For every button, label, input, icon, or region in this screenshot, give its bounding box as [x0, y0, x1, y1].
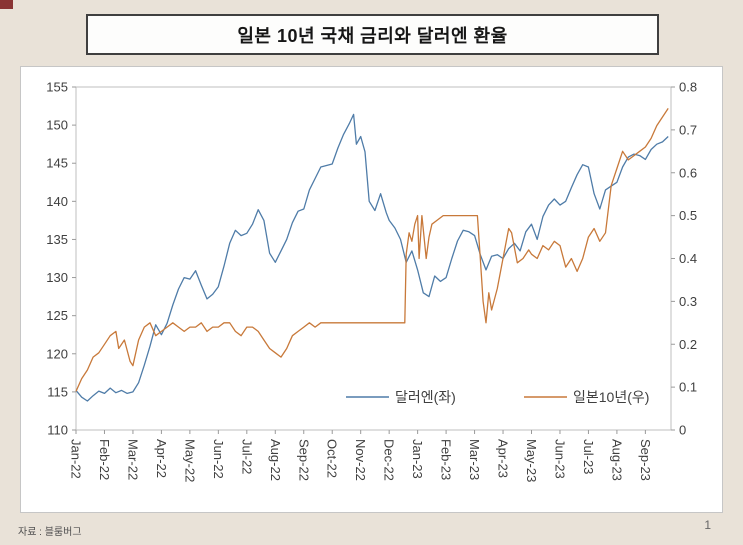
y-axis-right-tick-label: 0.3: [679, 294, 697, 309]
y-axis-left-tick-label: 140: [46, 194, 68, 209]
x-axis-tick-label: Aug-23: [609, 439, 624, 481]
x-axis-tick-label: May-23: [524, 439, 539, 482]
x-axis-tick-label: Mar-23: [467, 439, 482, 480]
y-axis-left-tick-label: 130: [46, 270, 68, 285]
chart-title-box: 일본 10년 국채 금리와 달러엔 환율: [86, 14, 659, 55]
y-axis-left-tick-label: 120: [46, 346, 68, 361]
chart-panel: 110 115 120 125 130 135 140 145 150 155 0 0.1 0.2 0.3…: [20, 66, 723, 513]
line-chart: 110 115 120 125 130 135 140 145 150 155 0 0.1 0.2 0.3…: [46, 80, 697, 483]
y-axis-right-tick-label: 0.1: [679, 380, 697, 395]
x-axis-tick-label: Jan-22: [69, 439, 84, 479]
x-axis-tick-label: Dec-22: [382, 439, 397, 481]
y-axis-left-tick-label: 150: [46, 118, 68, 133]
x-axis-tick-label: Jun-22: [211, 439, 226, 479]
legend-label-usdjpy: 달러엔(좌): [395, 389, 456, 405]
x-axis-tick-label: Sep-22: [296, 439, 311, 481]
x-axis-tick-label: Jun-23: [552, 439, 567, 479]
x-axis-tick-label: Apr-22: [154, 439, 169, 478]
x-axis-tick-label: Aug-22: [268, 439, 283, 481]
y-axis-left-tick-label: 115: [47, 384, 68, 399]
x-axis-tick-label: Feb-22: [97, 439, 112, 480]
y-axis-right-tick-label: 0.5: [679, 208, 697, 223]
series-line-jgb10y: [75, 108, 669, 392]
y-axis-left-tick-label: 145: [46, 156, 68, 171]
source-text: 자료 : 블룸버그: [18, 527, 82, 538]
y-axis-left-tick-label: 110: [47, 423, 68, 438]
corner-mark: [0, 0, 13, 9]
x-axis-tick-label: Jul-23: [581, 439, 596, 474]
x-axis-tick-label: Jan-23: [410, 439, 425, 479]
plot-area-border: [75, 86, 672, 431]
x-axis-tick-label: May-22: [182, 439, 197, 482]
page-number: 1: [704, 518, 711, 532]
y-axis-right-tick-label: 0.7: [679, 122, 697, 137]
y-axis-right-tick-label: 0: [679, 423, 686, 438]
y-axis-left-tick-label: 135: [46, 232, 68, 247]
y-axis-left-tick-label: 155: [46, 80, 68, 95]
y-axis-right-tick-label: 0.4: [679, 251, 697, 266]
legend-label-jgb10y: 일본10년(우): [573, 389, 649, 405]
x-axis-tick-label: Feb-23: [439, 439, 454, 480]
x-axis-tick-label: Oct-22: [325, 439, 340, 478]
y-axis-right-tick-label: 0.2: [679, 337, 697, 352]
y-axis-right-tick-label: 0.8: [679, 80, 697, 95]
x-axis-tick-label: Nov-22: [353, 439, 368, 481]
series-line-usdjpy: [75, 113, 669, 402]
x-axis-tick-label: Jul-22: [239, 439, 254, 474]
chart-title: 일본 10년 국채 금리와 달러엔 환율: [237, 25, 508, 46]
x-axis-tick-label: Sep-23: [638, 439, 653, 481]
x-axis-tick-label: Mar-22: [125, 439, 140, 480]
x-axis-tick-label: Apr-23: [496, 439, 511, 478]
y-axis-right-tick-label: 0.6: [679, 165, 697, 180]
y-axis-left-tick-label: 125: [46, 308, 68, 323]
